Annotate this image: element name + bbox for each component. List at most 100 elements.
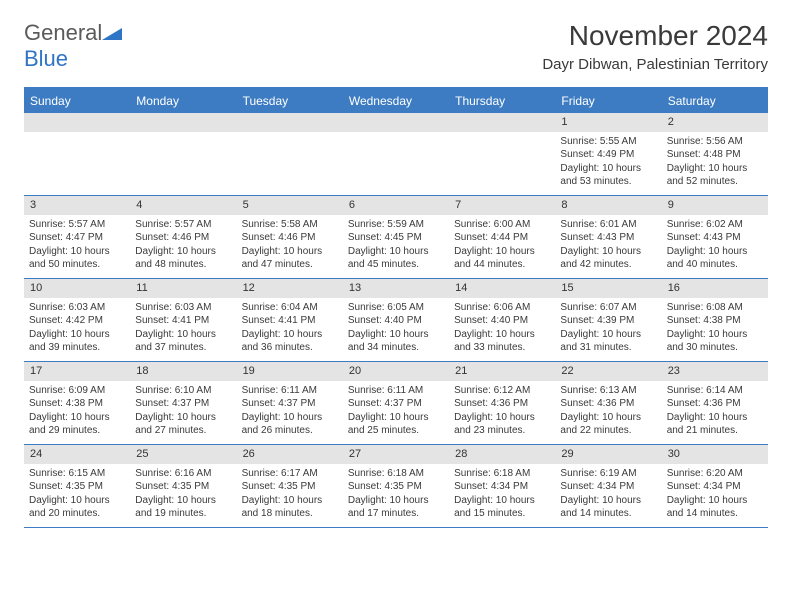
sunset-text: Sunset: 4:46 PM — [135, 231, 231, 245]
day-cell: 4Sunrise: 5:57 AMSunset: 4:46 PMDaylight… — [130, 196, 236, 278]
sunrise-text: Sunrise: 6:06 AM — [454, 301, 550, 315]
sunrise-text: Sunrise: 6:11 AM — [242, 384, 338, 398]
day-info: Sunrise: 6:19 AMSunset: 4:34 PMDaylight:… — [555, 466, 661, 525]
sunrise-text: Sunrise: 6:10 AM — [135, 384, 231, 398]
sunrise-text: Sunrise: 6:18 AM — [454, 467, 550, 481]
day-info: Sunrise: 6:13 AMSunset: 4:36 PMDaylight:… — [555, 383, 661, 442]
day-cell: 9Sunrise: 6:02 AMSunset: 4:43 PMDaylight… — [662, 196, 768, 278]
day-cell: 23Sunrise: 6:14 AMSunset: 4:36 PMDayligh… — [662, 362, 768, 444]
sunset-text: Sunset: 4:41 PM — [135, 314, 231, 328]
week-row: 17Sunrise: 6:09 AMSunset: 4:38 PMDayligh… — [24, 362, 768, 445]
sunset-text: Sunset: 4:34 PM — [454, 480, 550, 494]
sunset-text: Sunset: 4:46 PM — [242, 231, 338, 245]
day-cell: 11 Sunrise: 6:03 AMSunset: 4:41 PMDayligh… — [130, 279, 236, 361]
sunrise-text: Sunrise: 6:13 AM — [560, 384, 656, 398]
daylight-text: Daylight: 10 hours and 31 minutes. — [560, 328, 656, 355]
day-info: Sunrise: 6:15 AMSunset: 4:35 PMDaylight:… — [24, 466, 130, 525]
day-info: Sunrise: 6:12 AMSunset: 4:36 PMDaylight:… — [449, 383, 555, 442]
daylight-text: Daylight: 10 hours and 22 minutes. — [560, 411, 656, 438]
sunset-text: Sunset: 4:44 PM — [454, 231, 550, 245]
sunset-text: Sunset: 4:35 PM — [348, 480, 444, 494]
sunrise-text: Sunrise: 6:14 AM — [667, 384, 763, 398]
day-cell: 12Sunrise: 6:04 AMSunset: 4:41 PMDayligh… — [237, 279, 343, 361]
week-row: 3 Sunrise: 5:57 AMSunset: 4:47 PMDaylight… — [24, 196, 768, 279]
logo: General Blue — [24, 20, 122, 72]
sunrise-text: Sunrise: 6:20 AM — [667, 467, 763, 481]
sunset-text: Sunset: 4:39 PM — [560, 314, 656, 328]
day-info: Sunrise: 5:59 AMSunset: 4:45 PMDaylight:… — [343, 217, 449, 276]
day-info: Sunrise: 5:55 AMSunset: 4:49 PMDaylight:… — [555, 134, 661, 193]
daylight-text: Daylight: 10 hours and 29 minutes. — [29, 411, 125, 438]
day-cell: 15Sunrise: 6:07 AMSunset: 4:39 PMDayligh… — [555, 279, 661, 361]
sunset-text: Sunset: 4:40 PM — [348, 314, 444, 328]
day-info: Sunrise: 6:04 AMSunset: 4:41 PMDaylight:… — [237, 300, 343, 359]
day-number: 3 — [24, 196, 130, 215]
day-cell: 25Sunrise: 6:16 AMSunset: 4:35 PMDayligh… — [130, 445, 236, 527]
daylight-text: Daylight: 10 hours and 36 minutes. — [242, 328, 338, 355]
sunset-text: Sunset: 4:35 PM — [135, 480, 231, 494]
day-cell — [237, 113, 343, 195]
daylight-text: Daylight: 10 hours and 25 minutes. — [348, 411, 444, 438]
day-cell: 16Sunrise: 6:08 AMSunset: 4:38 PMDayligh… — [662, 279, 768, 361]
daylight-text: Daylight: 10 hours and 26 minutes. — [242, 411, 338, 438]
daylight-text: Daylight: 10 hours and 52 minutes. — [667, 162, 763, 189]
day-info: Sunrise: 6:05 AMSunset: 4:40 PMDaylight:… — [343, 300, 449, 359]
day-number: 14 — [449, 279, 555, 298]
day-info: Sunrise: 5:56 AMSunset: 4:48 PMDaylight:… — [662, 134, 768, 193]
day-info: Sunrise: 6:20 AMSunset: 4:34 PMDaylight:… — [662, 466, 768, 525]
sunset-text: Sunset: 4:38 PM — [29, 397, 125, 411]
sunrise-text: Sunrise: 6:03 AM — [135, 301, 231, 315]
daylight-text: Daylight: 10 hours and 17 minutes. — [348, 494, 444, 521]
weeks-container: 1Sunrise: 5:55 AMSunset: 4:49 PMDaylight… — [24, 113, 768, 528]
sunrise-text: Sunrise: 6:00 AM — [454, 218, 550, 232]
sunset-text: Sunset: 4:45 PM — [348, 231, 444, 245]
day-info: Sunrise: 5:57 AMSunset: 4:47 PMDaylight:… — [24, 217, 130, 276]
daylight-text: Daylight: 10 hours and 15 minutes. — [454, 494, 550, 521]
sunset-text: Sunset: 4:37 PM — [135, 397, 231, 411]
sunrise-text: Sunrise: 5:58 AM — [242, 218, 338, 232]
daylight-text: Daylight: 10 hours and 50 minutes. — [29, 245, 125, 272]
sunrise-text: Sunrise: 5:59 AM — [348, 218, 444, 232]
day-cell: 3 Sunrise: 5:57 AMSunset: 4:47 PMDaylight… — [24, 196, 130, 278]
daylight-text: Daylight: 10 hours and 37 minutes. — [135, 328, 231, 355]
sunrise-text: Sunrise: 6:07 AM — [560, 301, 656, 315]
day-number: 11 — [130, 279, 236, 298]
day-number: 10 — [24, 279, 130, 298]
weekday-header: Monday — [130, 89, 236, 113]
sunrise-text: Sunrise: 6:03 AM — [29, 301, 125, 315]
day-number: 7 — [449, 196, 555, 215]
day-cell: 1Sunrise: 5:55 AMSunset: 4:49 PMDaylight… — [555, 113, 661, 195]
day-info: Sunrise: 6:06 AMSunset: 4:40 PMDaylight:… — [449, 300, 555, 359]
day-info: Sunrise: 6:16 AMSunset: 4:35 PMDaylight:… — [130, 466, 236, 525]
day-number: 26 — [237, 445, 343, 464]
day-number — [24, 113, 130, 132]
day-cell: 6Sunrise: 5:59 AMSunset: 4:45 PMDaylight… — [343, 196, 449, 278]
daylight-text: Daylight: 10 hours and 23 minutes. — [454, 411, 550, 438]
day-number: 27 — [343, 445, 449, 464]
day-cell: 13 Sunrise: 6:05 AMSunset: 4:40 PMDayligh… — [343, 279, 449, 361]
daylight-text: Daylight: 10 hours and 18 minutes. — [242, 494, 338, 521]
day-number: 20 — [343, 362, 449, 381]
day-info: Sunrise: 6:18 AMSunset: 4:34 PMDaylight:… — [449, 466, 555, 525]
day-cell: 8Sunrise: 6:01 AMSunset: 4:43 PMDaylight… — [555, 196, 661, 278]
sunrise-text: Sunrise: 6:17 AM — [242, 467, 338, 481]
daylight-text: Daylight: 10 hours and 20 minutes. — [29, 494, 125, 521]
weekday-header: Tuesday — [237, 89, 343, 113]
day-number: 24 — [24, 445, 130, 464]
day-cell: 24 Sunrise: 6:15 AMSunset: 4:35 PMDayligh… — [24, 445, 130, 527]
day-number: 13 — [343, 279, 449, 298]
logo-text: General Blue — [24, 20, 122, 72]
day-cell — [343, 113, 449, 195]
daylight-text: Daylight: 10 hours and 53 minutes. — [560, 162, 656, 189]
sunrise-text: Sunrise: 6:04 AM — [242, 301, 338, 315]
week-row: 10Sunrise: 6:03 AMSunset: 4:42 PMDayligh… — [24, 279, 768, 362]
day-cell: 30Sunrise: 6:20 AMSunset: 4:34 PMDayligh… — [662, 445, 768, 527]
sunset-text: Sunset: 4:48 PM — [667, 148, 763, 162]
day-cell: 2Sunrise: 5:56 AMSunset: 4:48 PMDaylight… — [662, 113, 768, 195]
sunrise-text: Sunrise: 5:57 AM — [135, 218, 231, 232]
day-cell: 5Sunrise: 5:58 AMSunset: 4:46 PMDaylight… — [237, 196, 343, 278]
sunset-text: Sunset: 4:36 PM — [667, 397, 763, 411]
sunrise-text: Sunrise: 6:12 AM — [454, 384, 550, 398]
day-info: Sunrise: 5:57 AMSunset: 4:46 PMDaylight:… — [130, 217, 236, 276]
daylight-text: Daylight: 10 hours and 40 minutes. — [667, 245, 763, 272]
